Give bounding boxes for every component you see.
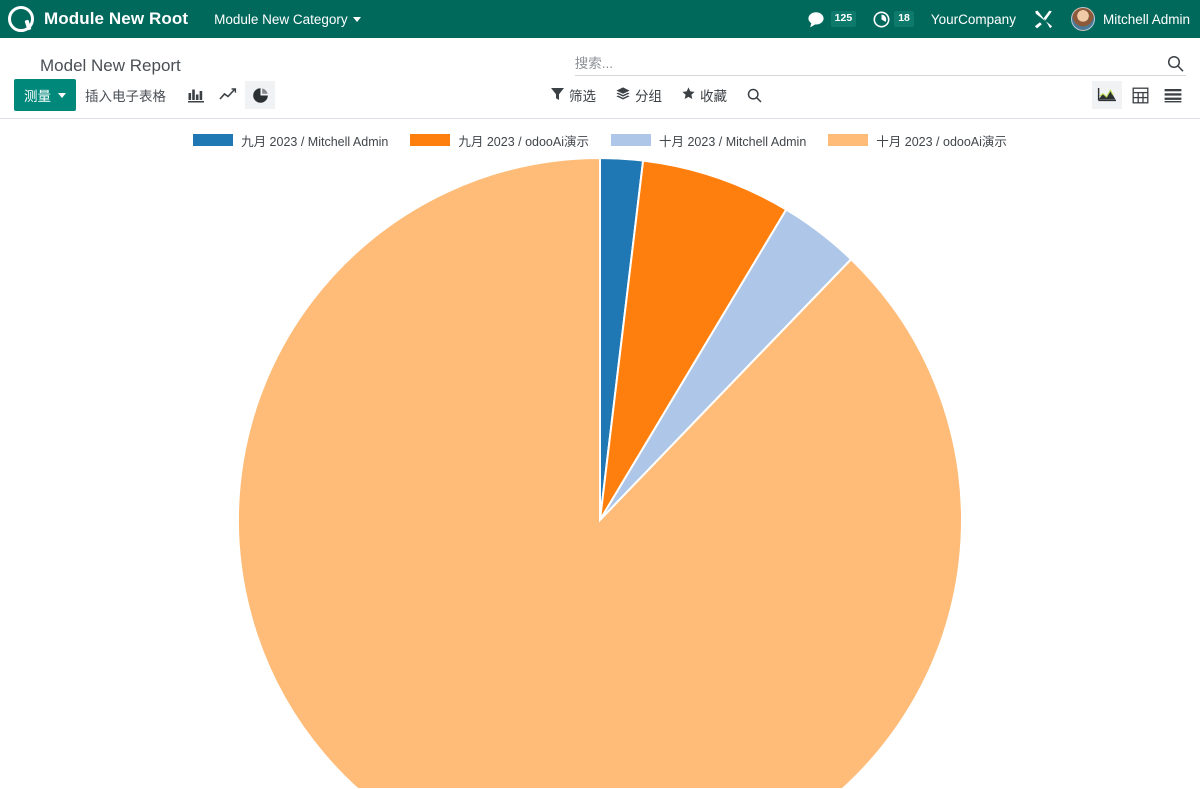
legend-swatch xyxy=(611,134,651,146)
search-bar[interactable] xyxy=(574,55,1186,76)
legend-swatch xyxy=(193,134,234,146)
pie-chart-canvas[interactable] xyxy=(0,119,1200,788)
user-name: Mitchell Admin xyxy=(1102,11,1190,27)
pivot-view-icon[interactable] xyxy=(1125,81,1155,109)
chevron-down-icon xyxy=(352,16,361,22)
control-panel: Model New Report 测量 插入电子表格 xyxy=(0,38,1200,119)
line-chart-icon[interactable] xyxy=(213,81,243,109)
legend-label: 十月 2023 / Mitchell Admin xyxy=(659,134,807,149)
activities-count-badge: 18 xyxy=(894,11,914,27)
chart-legend: 九月 2023 / Mitchell Admin 九月 2023 / odooA… xyxy=(0,119,1200,150)
legend-item[interactable]: 九月 2023 / odooAi演示 xyxy=(410,131,589,150)
measure-button[interactable]: 测量 xyxy=(14,79,76,111)
legend-swatch xyxy=(410,134,451,146)
legend-label: 九月 2023 / odooAi演示 xyxy=(458,134,589,149)
control-panel-bottom-row: 测量 插入电子表格 xyxy=(0,76,1200,118)
top-navbar: Module New Root Module New Category 125 … xyxy=(0,0,1200,38)
legend-item[interactable]: 十月 2023 / Mitchell Admin xyxy=(611,131,806,150)
legend-swatch xyxy=(828,134,869,146)
list-view-icon[interactable] xyxy=(1158,81,1188,109)
user-menu[interactable]: Mitchell Admin xyxy=(1070,7,1190,31)
graph-view-icon[interactable] xyxy=(1092,81,1122,109)
view-switcher xyxy=(1092,81,1188,109)
chevron-down-icon xyxy=(58,92,66,98)
nav-menu-label: Module New Category xyxy=(214,11,348,27)
legend-label: 十月 2023 / odooAi演示 xyxy=(876,134,1007,149)
pie-slice[interactable] xyxy=(237,156,963,788)
favorites-button[interactable]: 收藏 xyxy=(674,79,735,111)
group-by-button[interactable]: 分组 xyxy=(608,79,670,111)
tools-icon[interactable] xyxy=(1033,9,1054,30)
graph-view: 九月 2023 / Mitchell Admin 九月 2023 / odooA… xyxy=(0,119,1200,788)
magnifier-icon[interactable] xyxy=(739,82,770,109)
messages-menu[interactable]: 125 xyxy=(808,11,857,28)
chat-bubble-icon xyxy=(808,11,827,28)
filters-button[interactable]: 筛选 xyxy=(543,79,604,111)
layers-icon xyxy=(616,87,630,103)
favorites-label: 收藏 xyxy=(700,89,727,104)
bar-chart-icon[interactable] xyxy=(181,81,211,109)
pie-slice[interactable] xyxy=(599,159,788,521)
legend-item[interactable]: 十月 2023 / odooAi演示 xyxy=(828,131,1007,150)
nav-menu-module-new-category[interactable]: Module New Category xyxy=(214,12,361,27)
company-switcher[interactable]: YourCompany xyxy=(930,11,1016,27)
group-by-label: 分组 xyxy=(635,89,662,104)
legend-label: 九月 2023 / Mitchell Admin xyxy=(241,134,389,149)
breadcrumb[interactable]: Model New Report xyxy=(40,56,181,75)
search-facets: 筛选 分组 收藏 xyxy=(543,79,770,111)
chart-type-switcher xyxy=(181,81,275,109)
star-icon xyxy=(682,87,695,103)
search-input[interactable] xyxy=(574,56,1165,71)
brand-title[interactable]: Module New Root xyxy=(44,9,189,28)
messages-count-badge: 125 xyxy=(830,11,857,27)
pie-chart-svg[interactable] xyxy=(0,119,1200,788)
legend-item[interactable]: 九月 2023 / Mitchell Admin xyxy=(193,131,388,150)
navbar-systray: 125 18 YourCompany Mitchell Admin xyxy=(808,7,1190,31)
odoo-logo-icon[interactable] xyxy=(8,6,34,32)
measure-button-label: 测量 xyxy=(24,89,51,104)
search-icon[interactable] xyxy=(1165,55,1186,72)
avatar xyxy=(1070,7,1095,31)
clock-icon xyxy=(873,11,890,28)
pie-chart-icon[interactable] xyxy=(245,81,275,109)
filter-icon xyxy=(551,87,564,103)
activities-menu[interactable]: 18 xyxy=(873,11,914,28)
insert-in-spreadsheet-button[interactable]: 插入电子表格 xyxy=(76,79,175,111)
filters-label: 筛选 xyxy=(569,89,596,104)
control-panel-top-row: Model New Report xyxy=(0,38,1200,76)
